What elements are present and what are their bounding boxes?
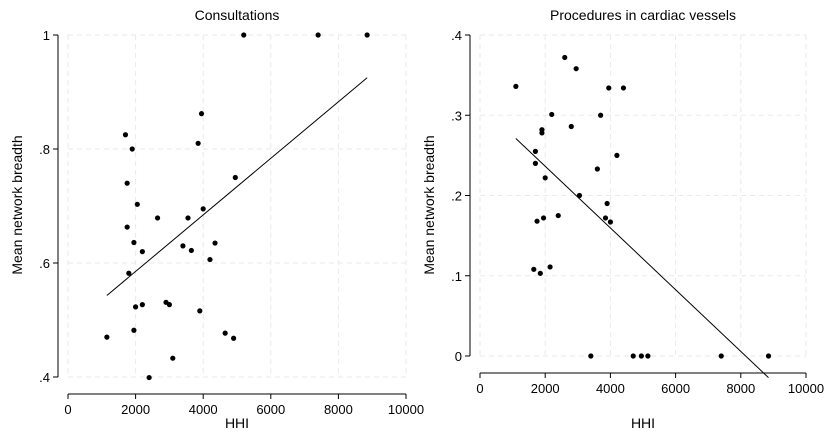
data-point [133,304,139,310]
y-axis-label: Mean network breadth [9,135,25,274]
data-point [315,32,321,38]
data-point [139,302,145,308]
data-point [131,327,137,333]
data-point [222,330,228,336]
data-point [364,32,370,38]
x-tick-label: 10000 [388,402,424,417]
data-point [537,270,543,276]
data-point [576,192,583,199]
data-point [212,240,218,246]
data-point [531,266,537,272]
data-point [195,140,201,146]
data-point [562,54,568,61]
data-point [620,85,627,91]
data-point [146,374,152,381]
data-point [539,130,545,136]
y-tick-label: .4 [451,28,462,43]
fitted-line [106,77,368,296]
y-tick-label: 0 [455,349,462,364]
x-tick-label: 2000 [121,402,150,417]
data-point [200,206,206,212]
consultations-panel: Consultations Mean network breadth HHI .… [9,7,424,431]
data-point [232,174,238,181]
data-point [598,112,604,118]
data-point [549,111,555,118]
data-point [124,224,130,230]
data-point [124,180,130,186]
data-point [180,243,186,249]
data-point [630,353,636,359]
data-point [602,215,609,221]
data-point [604,200,610,207]
x-tick-label: 4000 [596,381,625,396]
y-tick-label: .2 [451,189,462,204]
data-point [540,215,547,221]
data-point [131,239,137,246]
y-axis-label: Mean network breadth [421,135,437,274]
data-point [231,335,237,341]
data-point [207,256,213,263]
data-point [198,111,205,117]
data-point [185,215,191,221]
data-point [718,353,724,359]
x-axis-label: HHI [225,415,249,431]
data-point [532,148,539,154]
data-point [154,215,161,221]
data-point [104,334,110,340]
data-point [241,32,247,38]
data-point [573,66,579,72]
y-tick-label: .6 [39,256,50,271]
data-point [568,123,574,130]
x-tick-label: 0 [64,402,71,417]
data-point [645,353,651,359]
x-tick-label: 8000 [726,381,755,396]
x-tick-label: 4000 [189,402,218,417]
data-point [129,146,135,152]
data-point [606,85,612,91]
data-point [588,353,594,359]
data-point [197,308,203,314]
x-tick-label: 2000 [531,381,560,396]
data-point [638,353,644,359]
x-tick-label: 6000 [661,381,690,396]
y-tick-label: 1 [43,28,50,43]
data-point [534,218,540,224]
y-tick-label: .8 [39,142,50,157]
data-point [594,166,600,172]
data-point [188,247,194,254]
y-tick-label: .1 [451,269,462,284]
data-point [765,353,772,359]
y-tick-label: .4 [39,370,50,385]
x-tick-label: 8000 [324,402,353,417]
data-point [139,249,145,255]
data-point [555,212,561,219]
x-tick-label: 10000 [788,381,824,396]
data-point [134,201,140,207]
panel-title: Procedures in cardiac vessels [550,7,736,23]
data-point [607,219,614,225]
procedures-panel: Procedures in cardiac vessels Mean netwo… [421,7,824,431]
data-point [122,132,129,138]
data-point [547,264,553,270]
data-point [170,355,176,361]
fitted-line [515,138,769,379]
x-tick-label: 0 [476,381,483,396]
data-point [166,302,172,308]
x-axis-label: HHI [631,415,655,431]
panel-title: Consultations [195,7,280,23]
data-point [513,83,519,89]
data-point [542,175,548,181]
data-point [532,160,539,166]
x-tick-label: 6000 [256,402,285,417]
data-point [614,152,620,158]
data-point [126,270,132,276]
y-tick-label: .3 [451,108,462,123]
